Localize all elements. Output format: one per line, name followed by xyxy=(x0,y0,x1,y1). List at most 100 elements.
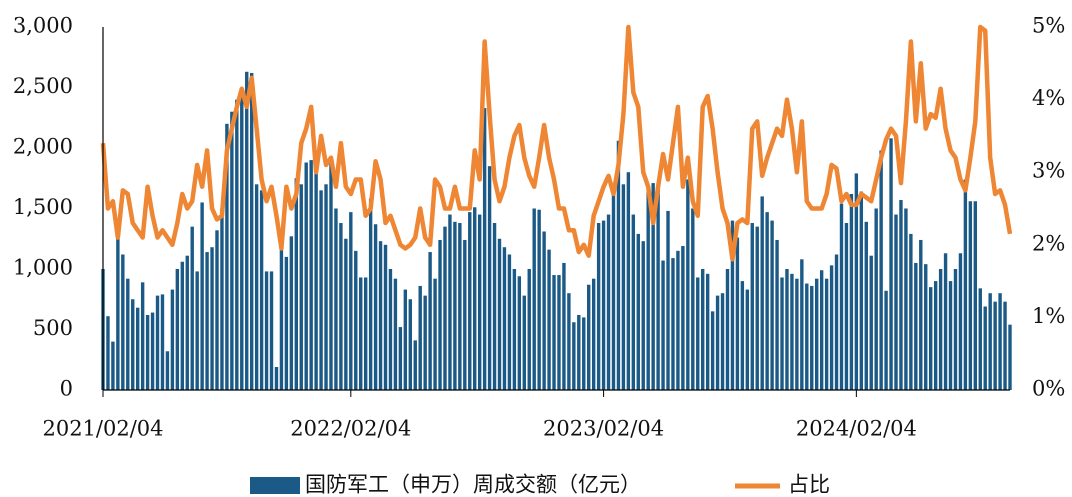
y-tick-label: 500 xyxy=(33,316,73,340)
x-tick-label: 2023/02/04 xyxy=(543,417,664,441)
bar xyxy=(646,186,650,390)
bar xyxy=(790,273,794,390)
bar xyxy=(294,178,298,390)
bar xyxy=(933,281,938,390)
bar xyxy=(725,269,730,390)
bar xyxy=(572,322,576,390)
bar xyxy=(339,223,343,390)
bar xyxy=(418,285,422,390)
legend-swatch xyxy=(250,477,300,494)
bar xyxy=(750,223,754,390)
bar xyxy=(368,198,373,390)
bar xyxy=(735,237,740,390)
y-tick-label: 1,000 xyxy=(13,256,73,280)
bar xyxy=(284,256,289,390)
bar xyxy=(948,281,953,390)
bar xyxy=(983,306,987,390)
bar xyxy=(691,208,695,390)
bar xyxy=(904,208,908,390)
y2-tick-label: 5% xyxy=(1032,14,1065,38)
bar xyxy=(135,307,140,390)
bar xyxy=(527,269,531,390)
bar xyxy=(522,295,526,390)
bar xyxy=(596,223,601,390)
bar xyxy=(299,184,303,390)
bar xyxy=(304,162,308,390)
bar xyxy=(765,212,769,390)
bar xyxy=(919,239,923,390)
bar xyxy=(150,312,155,390)
bar xyxy=(111,341,115,390)
bar xyxy=(884,290,888,390)
bar xyxy=(829,265,834,390)
bar xyxy=(666,210,670,390)
bar xyxy=(383,244,388,390)
bar xyxy=(542,231,546,390)
bar xyxy=(215,230,219,390)
bar xyxy=(359,277,363,390)
bar xyxy=(587,284,591,390)
bar xyxy=(839,203,844,390)
bar xyxy=(849,193,854,390)
bar xyxy=(482,108,487,390)
bar xyxy=(388,269,393,390)
bar xyxy=(225,123,229,391)
bar xyxy=(140,282,145,390)
bar xyxy=(606,214,611,390)
bar xyxy=(988,293,992,390)
legend-label: 占比 xyxy=(788,473,830,497)
bar xyxy=(681,246,685,390)
bar xyxy=(408,299,412,390)
bar xyxy=(438,239,442,390)
bar xyxy=(165,351,170,390)
bar xyxy=(834,254,839,390)
bar xyxy=(259,190,264,390)
bar xyxy=(938,269,943,390)
bar xyxy=(715,295,720,390)
bar xyxy=(601,220,606,390)
bar xyxy=(651,183,655,390)
bar xyxy=(636,233,640,390)
bar xyxy=(775,239,779,390)
bar xyxy=(874,208,878,390)
legend-label: 国防军工（申万）周成交额（亿元） xyxy=(305,473,641,497)
bar xyxy=(720,293,725,390)
bar xyxy=(582,317,586,390)
bar xyxy=(240,87,244,390)
bar xyxy=(745,289,750,390)
x-tick-label: 2021/02/04 xyxy=(42,417,163,441)
bar xyxy=(453,221,457,390)
bar xyxy=(289,236,294,390)
bar xyxy=(403,289,408,390)
x-tick-label: 2022/02/04 xyxy=(290,417,411,441)
bar xyxy=(928,287,933,390)
bar xyxy=(780,277,784,390)
bar xyxy=(993,301,997,390)
bar xyxy=(611,191,616,390)
bar xyxy=(795,278,799,390)
bar xyxy=(512,269,517,390)
bar xyxy=(859,191,864,390)
bar xyxy=(185,255,189,390)
bar xyxy=(1003,301,1007,390)
bar xyxy=(562,262,566,390)
y2-tick-label: 0% xyxy=(1032,377,1065,401)
bar xyxy=(760,196,764,390)
x-tick-label: 2024/02/04 xyxy=(796,417,917,441)
bar xyxy=(131,299,135,390)
y2-tick-label: 2% xyxy=(1032,231,1065,255)
bar xyxy=(507,254,512,390)
bar xyxy=(730,220,735,390)
bar xyxy=(448,214,452,390)
bar xyxy=(924,264,928,390)
bar xyxy=(334,208,338,390)
bar xyxy=(220,208,224,390)
bar xyxy=(249,72,254,390)
bar xyxy=(824,278,829,390)
bar xyxy=(621,184,626,390)
bar xyxy=(324,184,328,390)
bar xyxy=(254,184,259,390)
bar xyxy=(175,269,180,390)
bar xyxy=(785,269,789,390)
